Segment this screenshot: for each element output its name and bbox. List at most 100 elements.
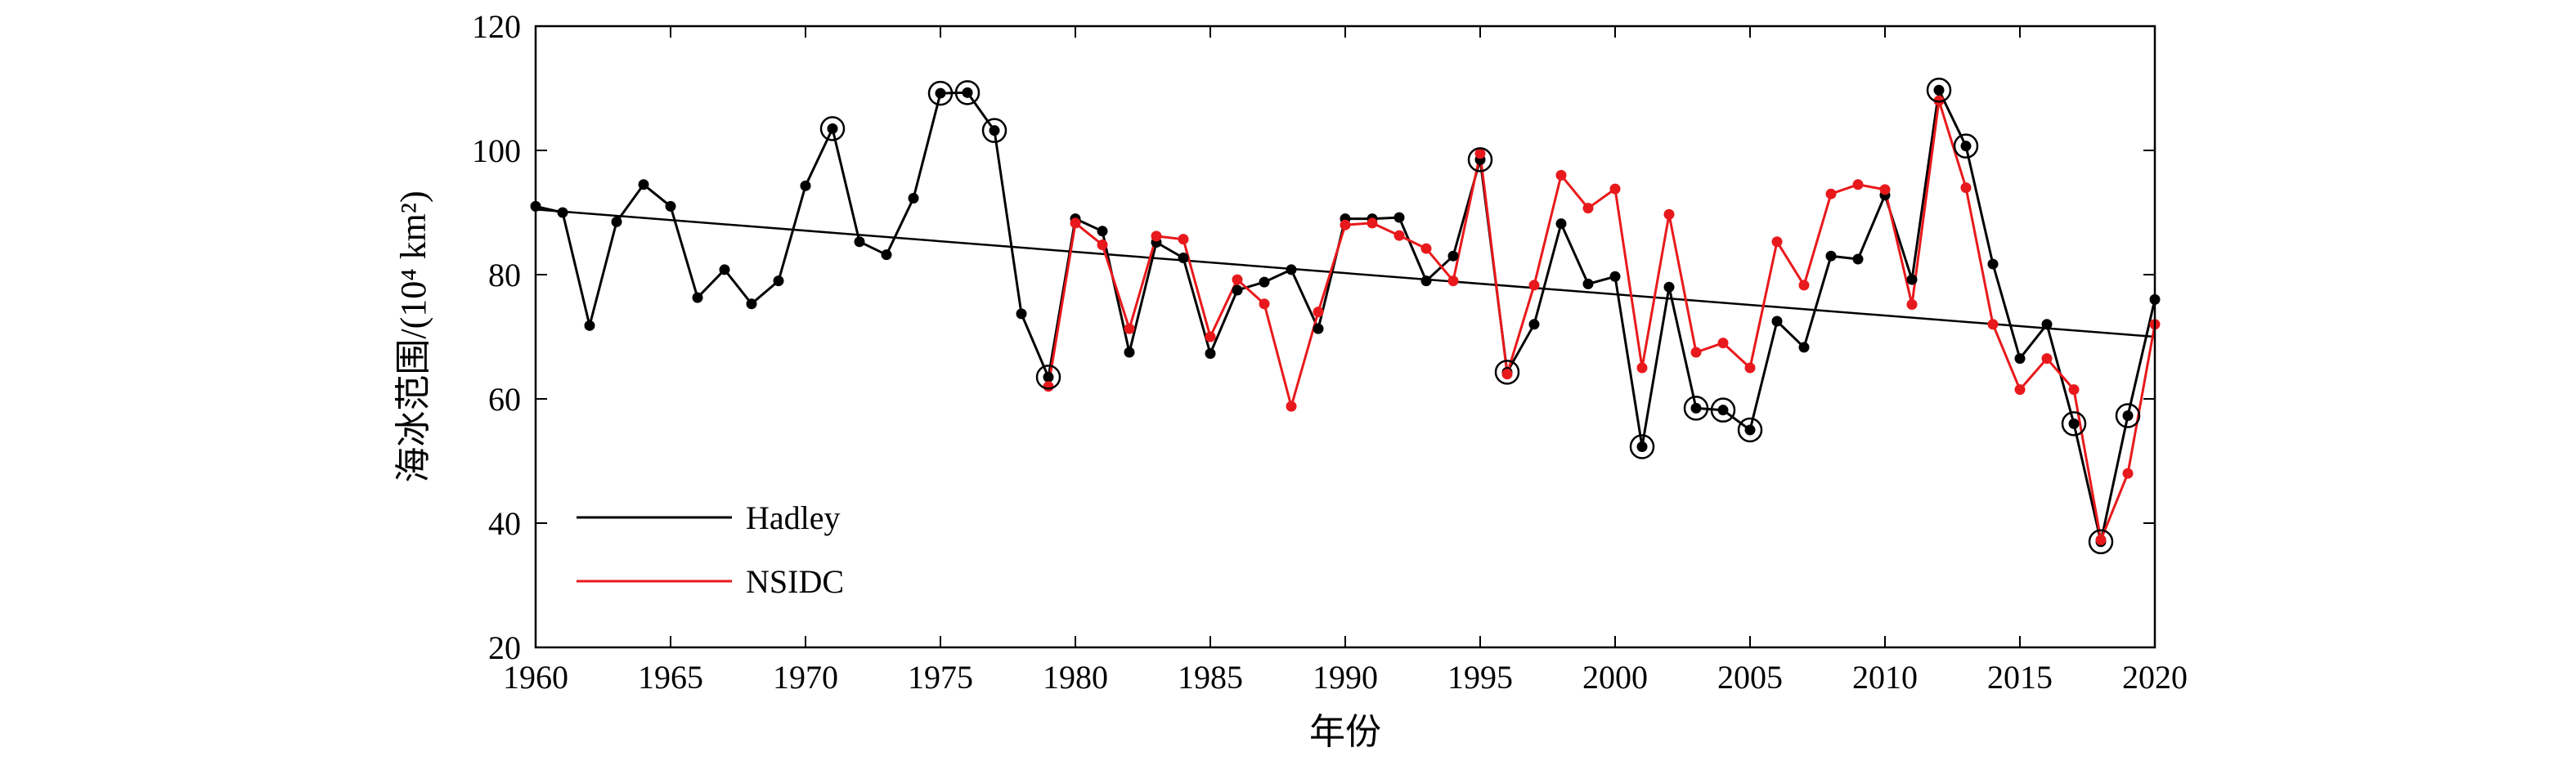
y-tick-label: 40 (488, 505, 521, 542)
data-point-nsidc (2095, 535, 2107, 546)
trend-line (535, 208, 2156, 338)
data-point-hadley (1178, 252, 1189, 263)
data-point-hadley (1771, 316, 1783, 327)
data-point-hadley (2014, 353, 2026, 365)
highlight-ring (1953, 133, 1979, 159)
highlight-ring (954, 80, 981, 105)
highlight-ring (1710, 397, 1736, 423)
y-tick-label: 80 (488, 257, 521, 293)
data-point-hadley (1528, 319, 1540, 330)
highlight-ring (1737, 417, 1763, 443)
highlight-ring (1494, 360, 1520, 385)
data-point-hadley (746, 298, 757, 310)
data-point-nsidc (1528, 280, 1540, 291)
x-tick-label: 2000 (1582, 659, 1648, 696)
data-point-nsidc (1825, 188, 1837, 199)
data-point-nsidc (1690, 347, 1702, 358)
data-point-hadley (611, 216, 622, 227)
data-point-nsidc (1663, 208, 1675, 220)
x-tick-label: 1960 (503, 659, 568, 696)
data-point-nsidc (1474, 148, 1486, 159)
data-point-hadley (2122, 410, 2134, 422)
data-point-hadley (800, 180, 811, 191)
data-point-nsidc (1798, 280, 1810, 291)
data-point-hadley (1555, 218, 1567, 230)
data-point-nsidc (1151, 231, 1162, 242)
y-tick-label: 120 (472, 8, 521, 45)
data-point-hadley (1313, 323, 1324, 334)
data-point-hadley (2068, 418, 2080, 429)
x-tick-label: 1980 (1043, 659, 1108, 696)
data-point-hadley (1825, 250, 1837, 262)
highlight-ring (1926, 78, 1952, 103)
data-point-hadley (1205, 348, 1216, 360)
data-point-hadley (1609, 271, 1621, 282)
data-point-nsidc (1987, 319, 1999, 330)
x-axis-label: 年份 (1309, 712, 1381, 752)
highlight-ring (2088, 529, 2114, 555)
data-point-hadley (908, 193, 919, 204)
data-point-nsidc (1717, 338, 1729, 349)
data-point-nsidc (1367, 217, 1378, 229)
data-point-hadley (1582, 278, 1594, 289)
data-point-hadley (1636, 441, 1648, 453)
x-tick-label: 1985 (1178, 659, 1243, 696)
data-point-hadley (665, 200, 676, 212)
y-tick-label: 60 (488, 381, 521, 418)
data-point-nsidc (1771, 236, 1783, 248)
x-tick-label: 2010 (1852, 659, 1918, 696)
x-tick-label: 1975 (908, 659, 973, 696)
highlight-ring (981, 118, 1008, 143)
highlight-ring (1683, 396, 1709, 421)
x-tick-label: 2015 (1987, 659, 2053, 696)
data-point-hadley (557, 207, 568, 218)
y-axis-label: 海冰范围/(10⁴ km²) (393, 190, 433, 482)
legend: Hadley NSIDC (577, 499, 844, 600)
data-point-hadley (1663, 281, 1675, 293)
data-point-nsidc (1124, 323, 1135, 334)
x-tick-label: 1965 (638, 659, 703, 696)
data-point-nsidc (1636, 362, 1648, 374)
data-point-nsidc (1097, 239, 1108, 251)
highlight-ring (1629, 434, 1655, 459)
data-point-nsidc (1259, 298, 1270, 310)
data-point-nsidc (1852, 179, 1864, 190)
data-point-hadley (962, 87, 973, 98)
data-point-hadley (1906, 274, 1918, 285)
data-point-hadley (1259, 276, 1270, 288)
data-point-hadley (1393, 212, 1405, 223)
data-point-hadley (1447, 250, 1459, 262)
legend-label-nsidc: NSIDC (746, 563, 844, 600)
data-point-nsidc (1879, 184, 1891, 195)
legend-label-hadley: Hadley (746, 499, 841, 536)
data-point-hadley (881, 249, 892, 261)
plot-background (536, 26, 2155, 647)
data-point-nsidc (1205, 331, 1216, 342)
data-point-hadley (1987, 258, 1999, 270)
y-tick-label: 20 (488, 629, 521, 666)
data-point-nsidc (1178, 234, 1189, 245)
highlight-ring (1035, 365, 1061, 390)
trend-line-group (535, 208, 2156, 338)
data-point-nsidc (1906, 298, 1918, 310)
highlight-ring (927, 80, 954, 106)
data-point-hadley (584, 320, 595, 331)
x-tick-label: 2020 (2122, 659, 2188, 696)
data-point-hadley (827, 123, 838, 134)
data-point-hadley (1124, 347, 1135, 358)
data-point-hadley (773, 275, 784, 287)
data-point-nsidc (1043, 381, 1054, 392)
data-point-hadley (719, 264, 730, 275)
data-point-nsidc (1393, 230, 1405, 241)
data-point-hadley (1232, 284, 1243, 296)
data-point-nsidc (1960, 182, 1972, 194)
y-tick-label: 100 (472, 132, 521, 169)
x-tick-label: 1990 (1313, 659, 1378, 696)
data-point-hadley (1960, 141, 1972, 152)
x-tick-label: 1995 (1447, 659, 1513, 696)
data-point-hadley (1043, 371, 1054, 383)
data-point-hadley (1420, 275, 1432, 287)
data-point-nsidc (1340, 219, 1351, 231)
data-point-nsidc (1447, 275, 1459, 287)
